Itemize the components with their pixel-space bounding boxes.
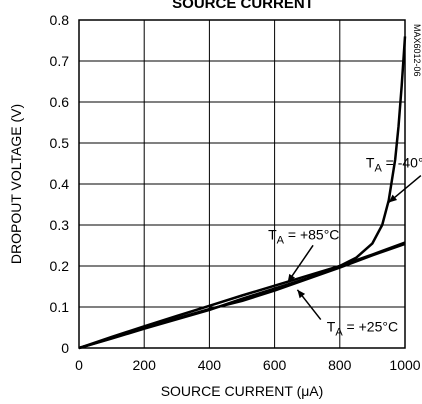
y-tick-label: 0.1 — [50, 299, 70, 315]
y-tick-label: 0.2 — [50, 258, 70, 274]
annotation-arrowhead — [297, 289, 306, 299]
y-tick-label: 0.7 — [50, 53, 70, 69]
x-tick-label: 200 — [133, 357, 157, 373]
y-tick-label: 0.5 — [50, 135, 70, 151]
y-tick-label: 0 — [61, 340, 69, 356]
chart-title: SOURCE CURRENT — [172, 0, 314, 12]
annotation-arrowhead — [287, 273, 296, 283]
part-code: MAX6012-06 — [412, 24, 422, 77]
annotations: TA = -40°C TA = +85°C TA = +25°C — [268, 155, 422, 339]
x-tick-label: 400 — [198, 357, 222, 373]
annotation-label: TA = +85°C — [268, 226, 339, 246]
y-tick-label: 0.4 — [50, 176, 70, 192]
x-tick-label: 0 — [75, 357, 83, 373]
x-tick-label: 600 — [263, 357, 287, 373]
x-axis-title: SOURCE CURRENT (μA) — [161, 383, 324, 399]
x-tick-labels: 0 200 400 600 800 1000 — [75, 357, 421, 373]
y-tick-label: 0.8 — [50, 12, 70, 28]
y-tick-labels: 0 0.1 0.2 0.3 0.4 0.5 0.6 0.7 0.8 — [50, 12, 70, 356]
y-tick-label: 0.3 — [50, 217, 70, 233]
annotation-label: TA = -40°C — [366, 155, 422, 175]
plot-area-frame — [78, 19, 406, 349]
annotation-label: TA = +25°C — [327, 319, 398, 339]
x-tick-label: 1000 — [389, 357, 420, 373]
x-tick-label: 800 — [328, 357, 352, 373]
y-axis-title: DROPOUT VOLTAGE (V) — [8, 104, 24, 264]
series-lines — [78, 36, 407, 350]
y-tick-label: 0.6 — [50, 94, 70, 110]
annotation-arrowhead — [388, 194, 398, 203]
series-line-2 — [78, 242, 406, 350]
